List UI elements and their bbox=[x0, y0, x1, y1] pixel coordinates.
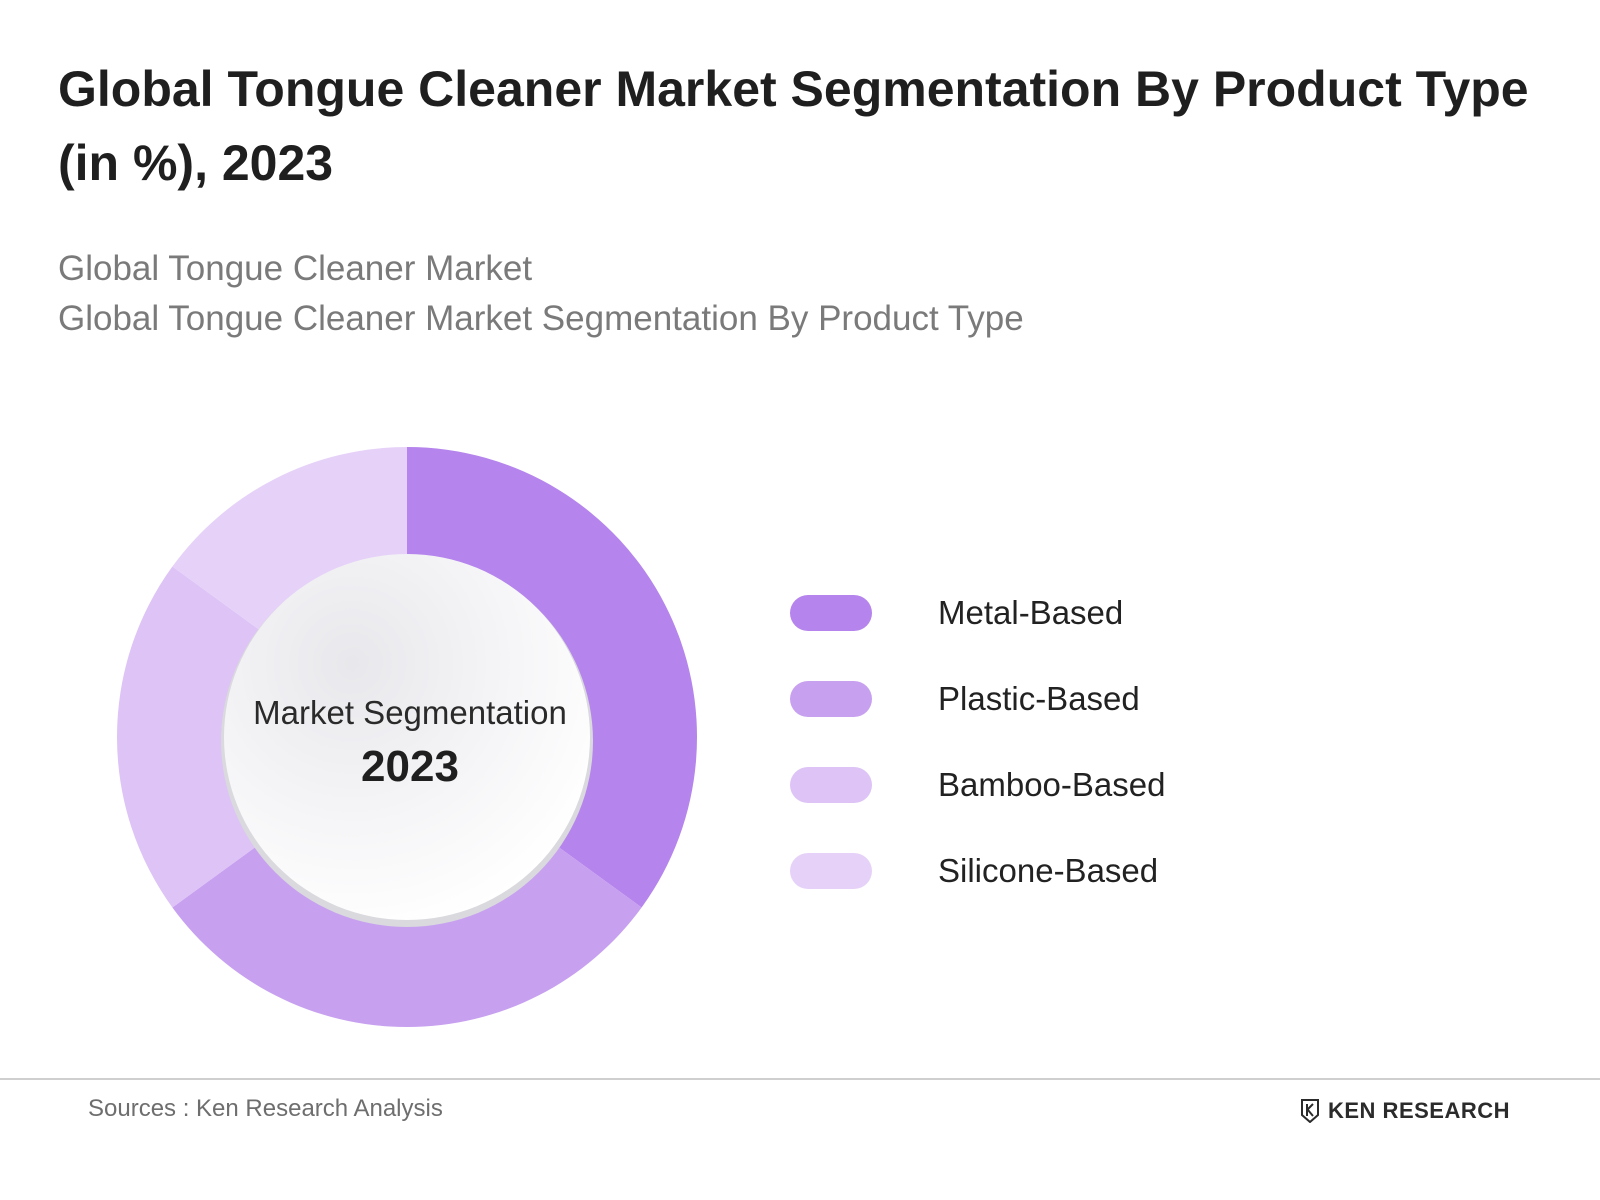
legend-label: Metal-Based bbox=[938, 594, 1124, 631]
brand: KEN RESEARCH bbox=[1300, 1098, 1510, 1124]
legend-item-silicone-based: Silicone-Based bbox=[790, 828, 1165, 914]
legend: Metal-Based Plastic-Based Bamboo-Based Sili… bbox=[790, 570, 1165, 914]
subtitle-line-1: Global Tongue Cleaner Market bbox=[58, 249, 533, 288]
legend-label: Bamboo-Based bbox=[938, 766, 1166, 803]
brand-name: KEN RESEARCH bbox=[1328, 1098, 1511, 1123]
legend-item-bamboo-based: Bamboo-Based bbox=[790, 742, 1165, 828]
center-label: Market Segmentation bbox=[253, 694, 567, 731]
page-title: Global Tongue Cleaner Market Segmentatio… bbox=[58, 61, 1529, 191]
legend-label: Plastic-Based bbox=[938, 680, 1140, 717]
legend-item-plastic-based: Plastic-Based bbox=[790, 656, 1165, 742]
center-year: 2023 bbox=[361, 742, 459, 791]
subtitle-line-2: Global Tongue Cleaner Market Segmentatio… bbox=[58, 299, 1024, 338]
source-note: Sources : Ken Research Analysis bbox=[88, 1095, 443, 1122]
ken-research-logo-icon bbox=[1301, 1099, 1319, 1123]
legend-label: Silicone-Based bbox=[938, 852, 1159, 889]
donut-center-text: Market Segmentation 2023 bbox=[230, 690, 590, 798]
subtitle: Global Tongue Cleaner Market Global Tong… bbox=[58, 244, 1458, 344]
donut-chart bbox=[117, 447, 697, 1027]
legend-item-metal-based: Metal-Based bbox=[790, 570, 1165, 656]
footer-divider bbox=[0, 1078, 1600, 1080]
legend-swatch bbox=[790, 681, 872, 717]
legend-swatch bbox=[790, 853, 872, 889]
donut-center bbox=[224, 554, 590, 920]
legend-swatch bbox=[790, 767, 872, 803]
legend-swatch bbox=[790, 595, 872, 631]
